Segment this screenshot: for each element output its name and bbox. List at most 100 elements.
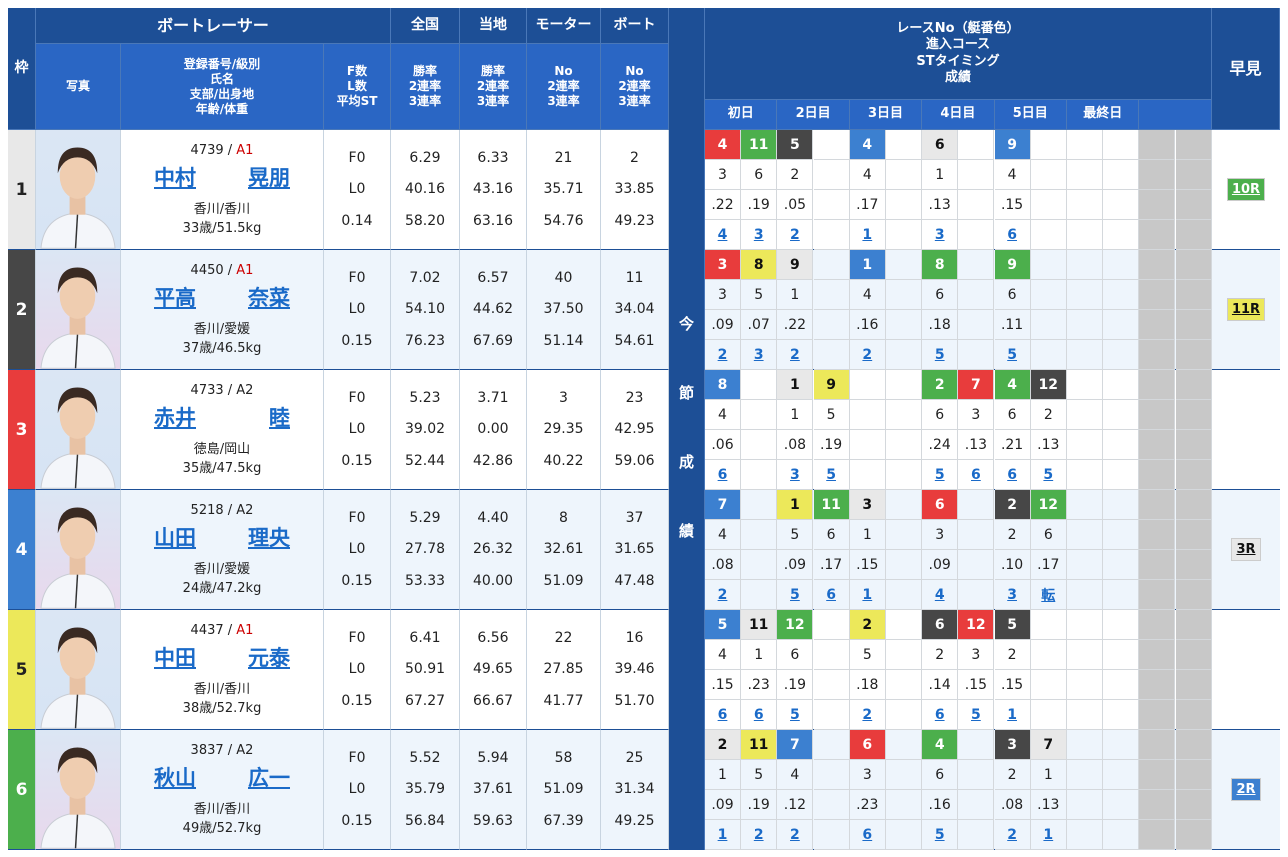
result-cell[interactable]: 5 xyxy=(922,460,959,490)
race-no-cell xyxy=(813,610,850,640)
course-cell xyxy=(1175,400,1212,430)
race-no-cell xyxy=(1030,130,1067,160)
result-cell[interactable]: 6 xyxy=(849,820,886,850)
course-cell: 6 xyxy=(777,640,814,670)
fl-stats: F0 L0 0.15 xyxy=(324,610,391,730)
course-cell xyxy=(886,160,922,190)
result-cell[interactable]: 6 xyxy=(994,220,1031,250)
result-cell[interactable]: 6 xyxy=(705,700,741,730)
result-cell[interactable]: 6 xyxy=(958,460,995,490)
course-cell: 3 xyxy=(958,640,995,670)
race-no-cell: 12 xyxy=(958,610,995,640)
racer-name-link[interactable]: 平高 奈菜 xyxy=(154,282,290,312)
result-cell[interactable]: 4 xyxy=(705,220,741,250)
result-cell[interactable]: 5 xyxy=(922,820,959,850)
header-line: 2連率 xyxy=(476,79,510,93)
st-timing-cell xyxy=(1103,790,1140,820)
result-cell[interactable]: 1 xyxy=(705,820,741,850)
result-cell[interactable]: 2 xyxy=(777,340,814,370)
header-day: 初日 xyxy=(705,100,778,130)
race-no-cell xyxy=(1030,610,1067,640)
race-no-cell: 7 xyxy=(705,490,741,520)
race-no-cell: 12 xyxy=(1030,490,1067,520)
result-cell[interactable]: 5 xyxy=(777,580,814,610)
result-cell[interactable]: 5 xyxy=(994,340,1031,370)
racer-name-link[interactable]: 赤井 睦 xyxy=(154,402,290,432)
header-boat: ボート xyxy=(601,8,669,44)
hayami-race-link[interactable]: 10R xyxy=(1226,178,1266,201)
racer-info: 4733 / A2 赤井 睦徳島/岡山 35歳/47.5kg xyxy=(121,370,324,490)
st-timing-cell: .22 xyxy=(705,190,741,220)
st-timing-cell xyxy=(1067,430,1103,460)
result-cell[interactable]: 6 xyxy=(741,700,778,730)
result-cell[interactable]: 1 xyxy=(994,700,1031,730)
result-cell[interactable]: 5 xyxy=(958,700,995,730)
result-cell[interactable]: 5 xyxy=(777,700,814,730)
result-cell[interactable]: 3 xyxy=(741,220,778,250)
stat-value: 42.86 xyxy=(472,453,514,470)
course-cell: 6 xyxy=(922,280,959,310)
result-cell[interactable]: 2 xyxy=(777,820,814,850)
race-no-cell xyxy=(813,130,850,160)
result-cell[interactable]: 2 xyxy=(777,220,814,250)
result-cell[interactable]: 転 xyxy=(1030,580,1067,610)
result-cell[interactable]: 1 xyxy=(849,220,886,250)
result-cell[interactable]: 3 xyxy=(994,580,1031,610)
race-no-cell: 9 xyxy=(777,250,814,280)
result-cell[interactable]: 2 xyxy=(741,820,778,850)
racer-name-link[interactable]: 中田 元泰 xyxy=(154,642,290,672)
result-cell[interactable]: 5 xyxy=(922,340,959,370)
result-cell[interactable]: 6 xyxy=(922,700,959,730)
racer-photo xyxy=(36,610,121,730)
result-cell[interactable]: 2 xyxy=(705,580,741,610)
result-cell[interactable]: 6 xyxy=(813,580,850,610)
result-cell[interactable]: 3 xyxy=(922,220,959,250)
course-cell: 2 xyxy=(1030,400,1067,430)
race-no-cell xyxy=(1175,370,1212,400)
st-timing-cell xyxy=(1175,310,1212,340)
result-cell[interactable]: 5 xyxy=(1030,460,1067,490)
result-cell[interactable]: 1 xyxy=(1030,820,1067,850)
course-cell xyxy=(1103,520,1140,550)
course-cell: 6 xyxy=(1030,520,1067,550)
hayami-race-link[interactable]: 11R xyxy=(1226,298,1266,321)
result-cell[interactable]: 2 xyxy=(849,340,886,370)
result-cell[interactable]: 1 xyxy=(849,580,886,610)
racer-name-link[interactable]: 中村 晃朋 xyxy=(154,162,290,192)
result-cell[interactable]: 3 xyxy=(741,340,778,370)
result-cell[interactable]: 2 xyxy=(849,700,886,730)
race-no-cell xyxy=(1175,250,1212,280)
result-cell[interactable]: 4 xyxy=(922,580,959,610)
result-cell[interactable]: 6 xyxy=(994,460,1031,490)
stat-value: 31.65 xyxy=(614,541,655,558)
header-motor: モーター xyxy=(527,8,601,44)
result-cell xyxy=(1139,460,1176,490)
result-cell[interactable]: 2 xyxy=(994,820,1031,850)
touchi-stats: 3.71 0.00 42.86 xyxy=(460,370,527,490)
branch: 徳島/岡山 xyxy=(193,442,251,457)
st-timing-cell xyxy=(886,190,922,220)
result-cell xyxy=(1175,460,1212,490)
stat-value: 67.27 xyxy=(404,693,446,710)
racer-name-link[interactable]: 秋山 広一 xyxy=(154,762,290,792)
result-cell[interactable]: 3 xyxy=(777,460,814,490)
result-cell[interactable]: 6 xyxy=(705,460,741,490)
result-cell[interactable]: 5 xyxy=(813,460,850,490)
stat-value: F0 xyxy=(348,269,366,286)
hayami-race-link[interactable]: 3R xyxy=(1231,538,1261,561)
racer-name-link[interactable]: 山田 理央 xyxy=(154,522,290,552)
race-grid: 4 3.22 4 11 6.19 3 5 2.05 2 4 4.17 1 6 1.13 3 9 4.15 6 xyxy=(705,130,1212,250)
st-timing-cell: .19 xyxy=(741,790,778,820)
family-name: 中田 xyxy=(154,646,196,670)
waku-number: 1 xyxy=(8,130,36,250)
stat-value: 49.65 xyxy=(472,661,514,678)
hayami-race-link[interactable]: 2R xyxy=(1231,778,1261,801)
boat-stats: 11 34.04 54.61 xyxy=(601,250,669,370)
stat-value: 0.15 xyxy=(341,333,373,350)
reg-number: 5218 / xyxy=(190,503,237,518)
header-race-info: レースNo（艇番色） 進入コース STタイミング 成績 xyxy=(705,8,1212,100)
given-name: 元泰 xyxy=(248,646,290,670)
race-no-cell xyxy=(813,250,850,280)
result-cell[interactable]: 2 xyxy=(705,340,741,370)
race-no-cell: 6 xyxy=(922,130,959,160)
